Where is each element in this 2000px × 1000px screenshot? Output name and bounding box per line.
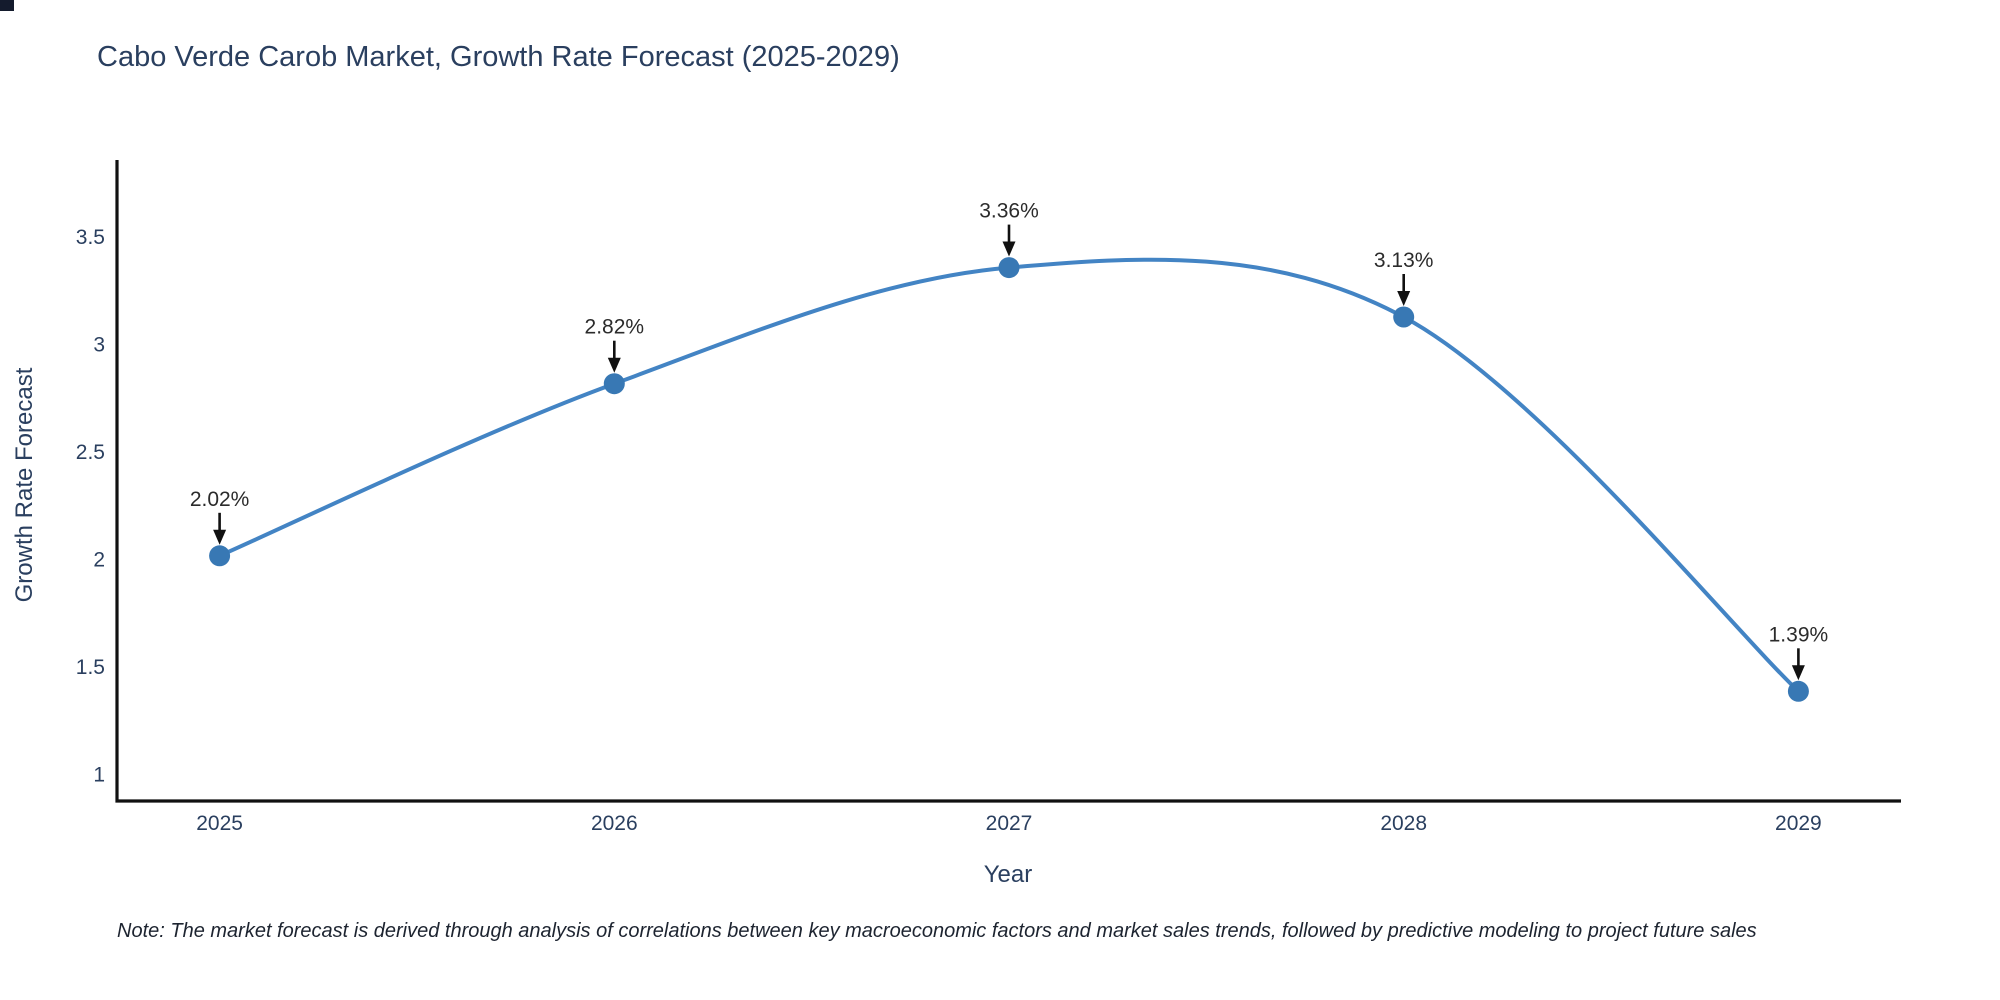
y-tick-label: 3 bbox=[93, 333, 105, 356]
point-annotation-label: 1.39% bbox=[1769, 623, 1829, 646]
point-annotation-label: 2.82% bbox=[585, 316, 645, 339]
point-annotation-label: 3.13% bbox=[1374, 249, 1434, 272]
x-tick-label: 2026 bbox=[591, 812, 638, 835]
corner-mark bbox=[0, 0, 14, 11]
annotation-arrowhead-icon bbox=[1397, 291, 1411, 307]
y-tick-label: 1.5 bbox=[76, 656, 105, 679]
y-tick-label: 2.5 bbox=[76, 441, 105, 464]
data-point-2026[interactable] bbox=[603, 373, 625, 395]
x-tick-label: 2029 bbox=[1775, 812, 1822, 835]
annotation-arrowhead-icon bbox=[1002, 241, 1016, 257]
data-point-2029[interactable] bbox=[1787, 680, 1809, 702]
axis-lines bbox=[115, 160, 1901, 803]
annotation-arrowhead-icon bbox=[1791, 665, 1805, 681]
data-point-2025[interactable] bbox=[209, 545, 231, 567]
y-tick-label: 3.5 bbox=[76, 226, 105, 249]
x-tick-label: 2027 bbox=[986, 812, 1033, 835]
annotation-arrowhead-icon bbox=[213, 529, 227, 545]
y-tick-label: 2 bbox=[93, 549, 105, 572]
y-tick-label: 1 bbox=[93, 764, 105, 787]
y-axis-title: Growth Rate Forecast bbox=[11, 367, 38, 603]
chart-title: Cabo Verde Carob Market, Growth Rate For… bbox=[97, 41, 900, 73]
x-tick-label: 2025 bbox=[196, 812, 243, 835]
data-point-2028[interactable] bbox=[1393, 306, 1415, 328]
data-point-2027[interactable] bbox=[998, 257, 1020, 279]
point-annotation-label: 3.36% bbox=[979, 200, 1039, 223]
point-annotation-label: 2.02% bbox=[190, 488, 250, 511]
x-axis-title: Year bbox=[983, 861, 1033, 888]
x-tick-label: 2028 bbox=[1380, 812, 1427, 835]
annotation-arrowhead-icon bbox=[607, 357, 621, 373]
footnote: Note: The market forecast is derived thr… bbox=[117, 920, 1757, 942]
series-line bbox=[218, 257, 1800, 693]
